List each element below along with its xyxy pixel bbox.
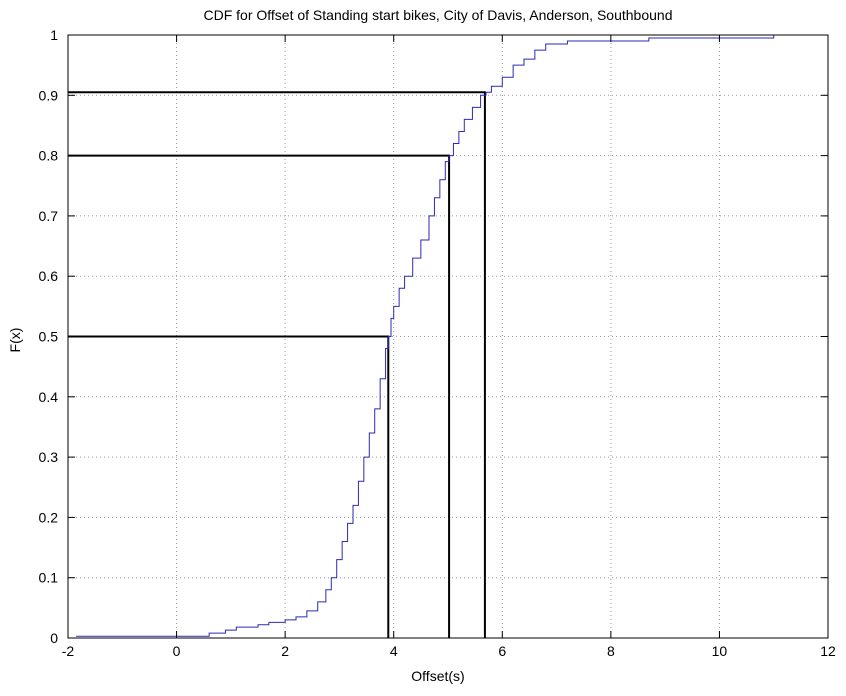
series-layer	[76, 35, 775, 637]
x-tick-label: 2	[281, 643, 289, 659]
x-tick-label: 10	[712, 643, 728, 659]
cdf-series-line	[76, 35, 775, 637]
x-tick-labels: -2 0 2 4 6 8 10 12	[62, 643, 836, 659]
y-tick-label: 0.3	[39, 449, 59, 465]
y-tick-label: 0.9	[39, 87, 59, 103]
y-tick-label: 0.4	[39, 389, 59, 405]
y-tick-label: 0.8	[39, 148, 59, 164]
reference-lines	[68, 91, 486, 638]
x-tick-label: 0	[173, 643, 181, 659]
chart-title: CDF for Offset of Standing start bikes, …	[204, 7, 673, 23]
y-tick-labels: 0 0.1 0.2 0.3 0.4 0.5 0.6 0.7 0.8 0.9 1	[39, 27, 59, 646]
x-tick-label: 6	[498, 643, 506, 659]
y-axis-title: F(x)	[7, 328, 23, 353]
y-tick-label: 0.6	[39, 268, 59, 284]
x-tick-label: 8	[607, 643, 615, 659]
x-tick-label: 4	[390, 643, 398, 659]
y-tick-label: 0.2	[39, 509, 59, 525]
y-tick-label: 0.7	[39, 208, 59, 224]
x-axis-title: Offset(s)	[411, 668, 464, 684]
x-tick-label: 12	[820, 643, 836, 659]
y-tick-label: 1	[50, 27, 58, 43]
quantile-reference-line	[68, 335, 390, 638]
x-tick-label: -2	[62, 643, 75, 659]
y-tick-label: 0	[50, 630, 58, 646]
y-tick-label: 0.1	[39, 570, 59, 586]
quantile-reference-line	[68, 154, 451, 638]
quantile-reference-line	[68, 91, 486, 638]
y-tick-label: 0.5	[39, 329, 59, 345]
axis-ticks	[67, 34, 829, 639]
